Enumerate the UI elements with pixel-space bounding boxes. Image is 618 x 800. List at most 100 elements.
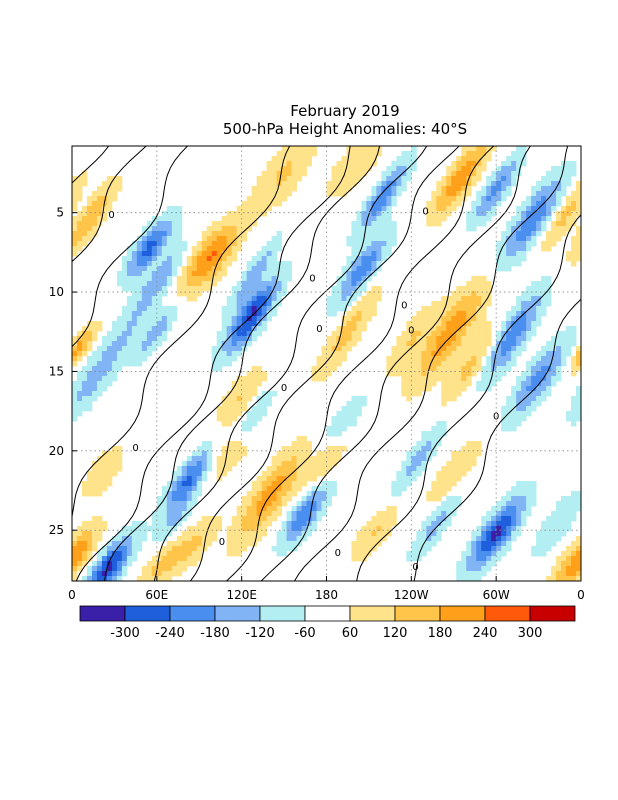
anomaly-cell [301,161,307,167]
anomaly-cell [316,466,322,472]
anomaly-cell [526,246,532,252]
anomaly-cell [286,171,292,177]
anomaly-cell [161,231,168,237]
contour-label: 0 [132,443,138,454]
anomaly-cell [376,256,382,262]
anomaly-cell [191,551,198,557]
anomaly-cell [106,176,113,182]
anomaly-cell [371,251,377,257]
anomaly-cell [286,181,292,187]
anomaly-cell [531,391,537,397]
anomaly-cell [421,341,427,347]
anomaly-cell [371,236,377,242]
anomaly-cell [236,216,243,222]
anomaly-cell [506,186,512,192]
anomaly-cell [406,341,412,347]
anomaly-cell [316,461,322,467]
anomaly-cell [116,356,123,362]
anomaly-cell [496,351,502,357]
anomaly-cell [361,216,367,222]
anomaly-cell [226,351,233,357]
anomaly-cell [86,341,93,347]
anomaly-cell [291,486,297,492]
anomaly-cell [216,526,223,532]
anomaly-cell [72,241,78,247]
anomaly-cell [251,501,258,507]
anomaly-cell [161,561,168,567]
anomaly-cell [391,226,397,232]
anomaly-cell [441,401,447,407]
anomaly-cell [231,391,238,397]
anomaly-cell [111,446,118,452]
anomaly-cell [566,251,572,257]
anomaly-cell [86,331,93,337]
anomaly-cell [171,556,178,562]
anomaly-cell [531,491,537,497]
x-tick-label: 120E [226,588,257,602]
anomaly-cell [72,206,78,212]
anomaly-cell [561,206,567,212]
anomaly-cell [256,371,263,377]
anomaly-cell [86,556,93,562]
anomaly-cell [376,531,382,537]
anomaly-cell [251,186,258,192]
anomaly-cell [351,341,357,347]
anomaly-cell [386,216,392,222]
anomaly-cell [346,316,352,322]
anomaly-cell [161,551,168,557]
anomaly-cell [566,566,572,572]
anomaly-cell [536,356,542,362]
anomaly-cell [411,151,417,157]
anomaly-cell [291,526,297,532]
anomaly-cell [301,466,307,472]
anomaly-cell [141,306,148,312]
anomaly-cell [276,246,282,252]
anomaly-cell [101,471,108,477]
anomaly-cell [566,216,572,222]
anomaly-cell [241,406,248,412]
anomaly-cell [481,186,487,192]
anomaly-cell [131,271,138,277]
anomaly-cell [241,206,248,212]
anomaly-cell [116,176,123,182]
anomaly-cell [571,161,577,167]
x-tick-label: 0 [68,588,76,602]
anomaly-cell [241,236,248,242]
anomaly-cell [391,366,397,372]
anomaly-cell [306,461,312,467]
anomaly-cell [356,336,362,342]
anomaly-cell [451,181,457,187]
anomaly-cell [541,371,547,377]
anomaly-cell [72,346,78,352]
anomaly-cell [72,246,78,252]
anomaly-cell [221,331,228,337]
anomaly-cell [506,261,512,267]
anomaly-cell [416,376,422,382]
anomaly-cell [171,206,178,212]
anomaly-cell [271,491,277,497]
anomaly-cell [466,336,472,342]
anomaly-cell [436,351,442,357]
anomaly-cell [411,331,417,337]
anomaly-cell [241,526,248,532]
anomaly-cell [72,181,78,187]
anomaly-cell [406,386,412,392]
anomaly-cell [231,551,238,557]
anomaly-cell [261,371,268,377]
anomaly-cell [266,481,273,487]
anomaly-cell [421,311,427,317]
anomaly-cell [386,221,392,227]
anomaly-cell [461,561,467,567]
anomaly-cell [516,381,522,387]
anomaly-cell [156,521,163,527]
anomaly-cell [556,511,562,517]
anomaly-cell [506,221,512,227]
anomaly-cell [91,486,98,492]
anomaly-cell [566,501,572,507]
anomaly-cell [191,536,198,542]
anomaly-cell [76,356,83,362]
anomaly-cell [481,336,487,342]
anomaly-cell [461,446,467,452]
anomaly-cell [206,256,213,262]
